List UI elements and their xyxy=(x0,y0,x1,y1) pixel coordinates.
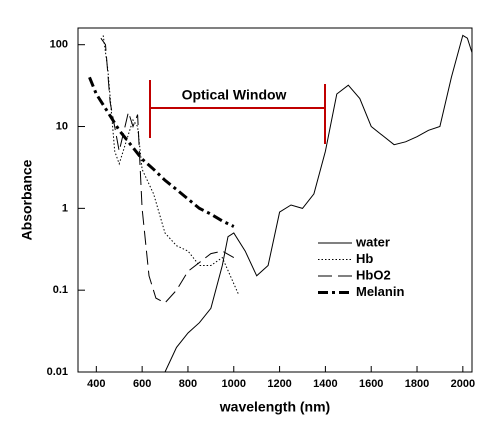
y-tick-label: 0.01 xyxy=(47,366,68,378)
annotation-bg xyxy=(168,86,300,106)
plot-frame xyxy=(77,27,473,373)
x-tick-label: 800 xyxy=(179,378,197,390)
x-tick-label: 1200 xyxy=(267,378,291,390)
legend-label: Melanin xyxy=(356,284,404,299)
series-line xyxy=(100,37,235,304)
x-tick-label: 1000 xyxy=(222,378,246,390)
legend-label: water xyxy=(355,234,390,249)
y-tick-label: 1 xyxy=(62,202,68,214)
y-tick-label: 100 xyxy=(50,39,68,51)
optical-window-bracket xyxy=(149,80,326,144)
x-tick-label: 1400 xyxy=(313,378,337,390)
legend-label: HbO2 xyxy=(356,267,391,282)
x-axis-label: wavelength (nm) xyxy=(219,399,330,415)
x-tick-label: 2000 xyxy=(451,378,475,390)
x-tick-label: 1600 xyxy=(359,378,383,390)
y-tick-label: 0.1 xyxy=(53,284,68,296)
legend-label: Hb xyxy=(356,251,373,266)
series-line xyxy=(102,35,239,295)
x-tick-label: 1800 xyxy=(405,378,429,390)
y-axis-label: Absorbance xyxy=(19,159,35,240)
y-tick-label: 10 xyxy=(56,120,68,132)
series-line xyxy=(88,76,235,228)
annotation: Optical Window xyxy=(182,87,287,103)
x-tick-label: 400 xyxy=(87,378,105,390)
x-tick-label: 600 xyxy=(133,378,151,390)
series-line xyxy=(164,34,473,373)
